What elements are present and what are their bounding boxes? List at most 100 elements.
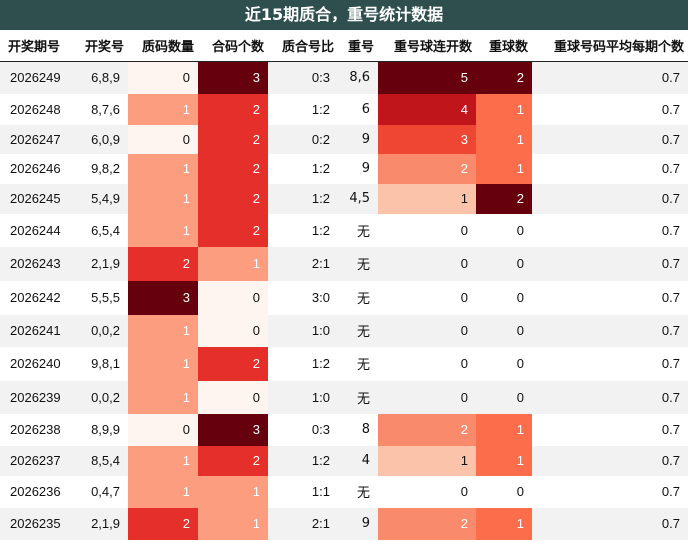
period-cell: 2026244 [0, 213, 72, 247]
composite-count-cell: 2 [198, 183, 268, 214]
average-cell: 0.7 [532, 413, 688, 446]
period-cell: 2026240 [0, 346, 72, 381]
repeat-cell: 9 [338, 507, 378, 540]
repeat-run-cell: 2 [378, 413, 476, 446]
prime-count-cell: 1 [128, 380, 198, 414]
repeat-balls-cell: 0 [476, 314, 532, 347]
col-header-repeat-run: 重号球连开数 [378, 30, 476, 62]
prime-count-cell: 2 [128, 507, 198, 540]
repeat-balls-cell: 1 [476, 413, 532, 446]
average-cell: 0.7 [532, 124, 688, 154]
average-cell: 0.7 [532, 280, 688, 315]
table-body: 2026249 6,8,9 0 3 0:3 8,6 5 2 0.7 2026248 8,7,6 1 2 1… [0, 61, 688, 540]
repeat-balls-cell: 1 [476, 124, 532, 154]
average-cell: 0.7 [532, 61, 688, 94]
repeat-run-cell: 0 [378, 346, 476, 381]
period-cell: 2026241 [0, 314, 72, 347]
repeat-balls-cell: 2 [476, 61, 532, 94]
col-header-average: 重球号码平均每期个数 [532, 30, 688, 62]
repeat-run-cell: 1 [378, 183, 476, 214]
repeat-balls-cell: 0 [476, 213, 532, 247]
repeat-cell: 6 [338, 93, 378, 125]
numbers-cell: 0,4,7 [72, 475, 128, 508]
repeat-cell: 9 [338, 124, 378, 154]
col-header-repeat-balls: 重球数 [476, 30, 532, 62]
table-row: 2026244 6,5,4 1 2 1:2 无 0 0 0.7 [0, 213, 688, 247]
period-cell: 2026236 [0, 475, 72, 508]
repeat-run-cell: 3 [378, 124, 476, 154]
composite-count-cell: 3 [198, 413, 268, 446]
composite-count-cell: 3 [198, 61, 268, 94]
repeat-cell: 无 [338, 314, 378, 347]
prime-count-cell: 1 [128, 445, 198, 476]
numbers-cell: 6,8,9 [72, 61, 128, 94]
period-cell: 2026248 [0, 93, 72, 125]
average-cell: 0.7 [532, 507, 688, 540]
prime-count-cell: 1 [128, 153, 198, 184]
repeat-balls-cell: 0 [476, 346, 532, 381]
repeat-run-cell: 0 [378, 314, 476, 347]
ratio-cell: 1:2 [268, 346, 338, 381]
numbers-cell: 8,7,6 [72, 93, 128, 125]
repeat-balls-cell: 0 [476, 380, 532, 414]
repeat-balls-cell: 1 [476, 93, 532, 125]
repeat-cell: 无 [338, 380, 378, 414]
prime-count-cell: 1 [128, 183, 198, 214]
average-cell: 0.7 [532, 246, 688, 281]
prime-count-cell: 1 [128, 346, 198, 381]
composite-count-cell: 2 [198, 153, 268, 184]
ratio-cell: 1:2 [268, 93, 338, 125]
repeat-cell: 无 [338, 475, 378, 508]
average-cell: 0.7 [532, 153, 688, 184]
period-cell: 2026235 [0, 507, 72, 540]
ratio-cell: 3:0 [268, 280, 338, 315]
repeat-run-cell: 2 [378, 153, 476, 184]
period-cell: 2026239 [0, 380, 72, 414]
table-row: 2026235 2,1,9 2 1 2:1 9 2 1 0.7 [0, 507, 688, 540]
table-row: 2026239 0,0,2 1 0 1:0 无 0 0 0.7 [0, 380, 688, 414]
ratio-cell: 0:3 [268, 413, 338, 446]
col-header-repeat: 重号 [338, 30, 378, 62]
period-cell: 2026243 [0, 246, 72, 281]
repeat-run-cell: 0 [378, 280, 476, 315]
table-row: 2026247 6,0,9 0 2 0:2 9 3 1 0.7 [0, 124, 688, 154]
period-cell: 2026238 [0, 413, 72, 446]
repeat-balls-cell: 1 [476, 445, 532, 476]
repeat-run-cell: 4 [378, 93, 476, 125]
composite-count-cell: 1 [198, 246, 268, 281]
average-cell: 0.7 [532, 475, 688, 508]
ratio-cell: 1:2 [268, 213, 338, 247]
numbers-cell: 5,5,5 [72, 280, 128, 315]
repeat-cell: 无 [338, 213, 378, 247]
average-cell: 0.7 [532, 93, 688, 125]
period-cell: 2026242 [0, 280, 72, 315]
repeat-run-cell: 0 [378, 475, 476, 508]
composite-count-cell: 2 [198, 124, 268, 154]
table-row: 2026246 9,8,2 1 2 1:2 9 2 1 0.7 [0, 153, 688, 184]
repeat-run-cell: 5 [378, 61, 476, 94]
ratio-cell: 1:0 [268, 380, 338, 414]
composite-count-cell: 0 [198, 280, 268, 315]
numbers-cell: 8,5,4 [72, 445, 128, 476]
numbers-cell: 2,1,9 [72, 507, 128, 540]
numbers-cell: 9,8,2 [72, 153, 128, 184]
repeat-run-cell: 1 [378, 445, 476, 476]
repeat-cell: 4 [338, 445, 378, 476]
col-header-period: 开奖期号 [0, 30, 72, 62]
composite-count-cell: 2 [198, 346, 268, 381]
repeat-cell: 8 [338, 413, 378, 446]
numbers-cell: 8,9,9 [72, 413, 128, 446]
col-header-composite-count: 合码个数 [198, 30, 268, 62]
table-row: 2026245 5,4,9 1 2 1:2 4,5 1 2 0.7 [0, 183, 688, 214]
ratio-cell: 1:1 [268, 475, 338, 508]
repeat-balls-cell: 1 [476, 507, 532, 540]
numbers-cell: 2,1,9 [72, 246, 128, 281]
repeat-run-cell: 0 [378, 213, 476, 247]
prime-count-cell: 2 [128, 246, 198, 281]
ratio-cell: 1:0 [268, 314, 338, 347]
prime-count-cell: 1 [128, 213, 198, 247]
col-header-prime-count: 质码数量 [128, 30, 198, 62]
repeat-cell: 无 [338, 280, 378, 315]
repeat-balls-cell: 1 [476, 153, 532, 184]
repeat-balls-cell: 0 [476, 280, 532, 315]
